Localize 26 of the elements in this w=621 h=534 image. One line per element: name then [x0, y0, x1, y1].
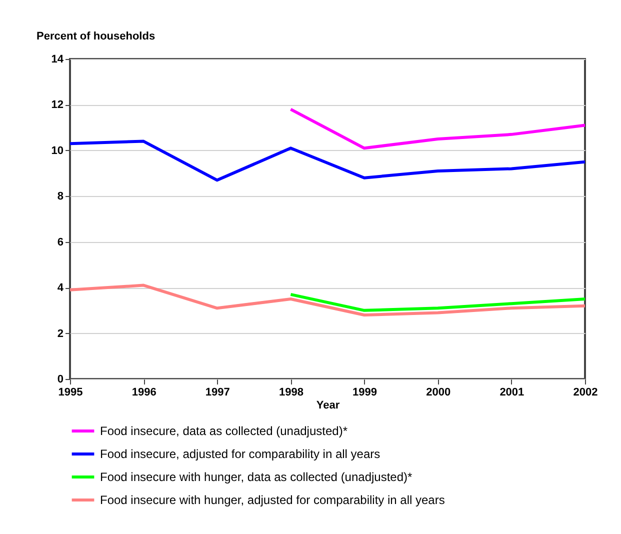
line-series	[68, 284, 586, 316]
y-tick-label: 10	[51, 144, 64, 157]
x-tick-label: 1996	[132, 386, 156, 398]
line-series	[289, 292, 586, 312]
y-axis-title: Percent of households	[36, 30, 156, 42]
x-tick-label: 1997	[205, 386, 230, 398]
legend-label: Food insecure with hunger, adjusted for comparability in all years	[100, 493, 445, 507]
legend-label: Food insecure with hunger, data as collected (unadjusted)*	[100, 470, 413, 484]
line-series	[289, 108, 586, 150]
legend-label: Food insecure, data as collected (unadjusted)*	[100, 424, 348, 438]
x-axis-title: Year	[316, 400, 340, 412]
x-tick-label: 2000	[426, 386, 451, 398]
y-tick-label: 0	[57, 374, 64, 386]
x-tick-label: 1999	[352, 386, 378, 398]
y-tick-label: 8	[57, 190, 64, 203]
x-tick-label: 2001	[500, 386, 524, 398]
y-tick-label: 6	[57, 236, 64, 248]
y-tick-label: 2	[57, 328, 64, 340]
y-tick-label: 14	[51, 54, 64, 66]
legend-label: Food insecure, adjusted for comparability in all years	[100, 447, 380, 461]
x-tick-label: 2002	[573, 386, 598, 398]
y-tick-label: 12	[51, 99, 64, 112]
y-tick-label: 4	[57, 282, 64, 294]
x-tick-label: 1998	[278, 386, 304, 398]
x-tick-label: 1995	[58, 386, 83, 398]
line-series	[68, 140, 586, 182]
